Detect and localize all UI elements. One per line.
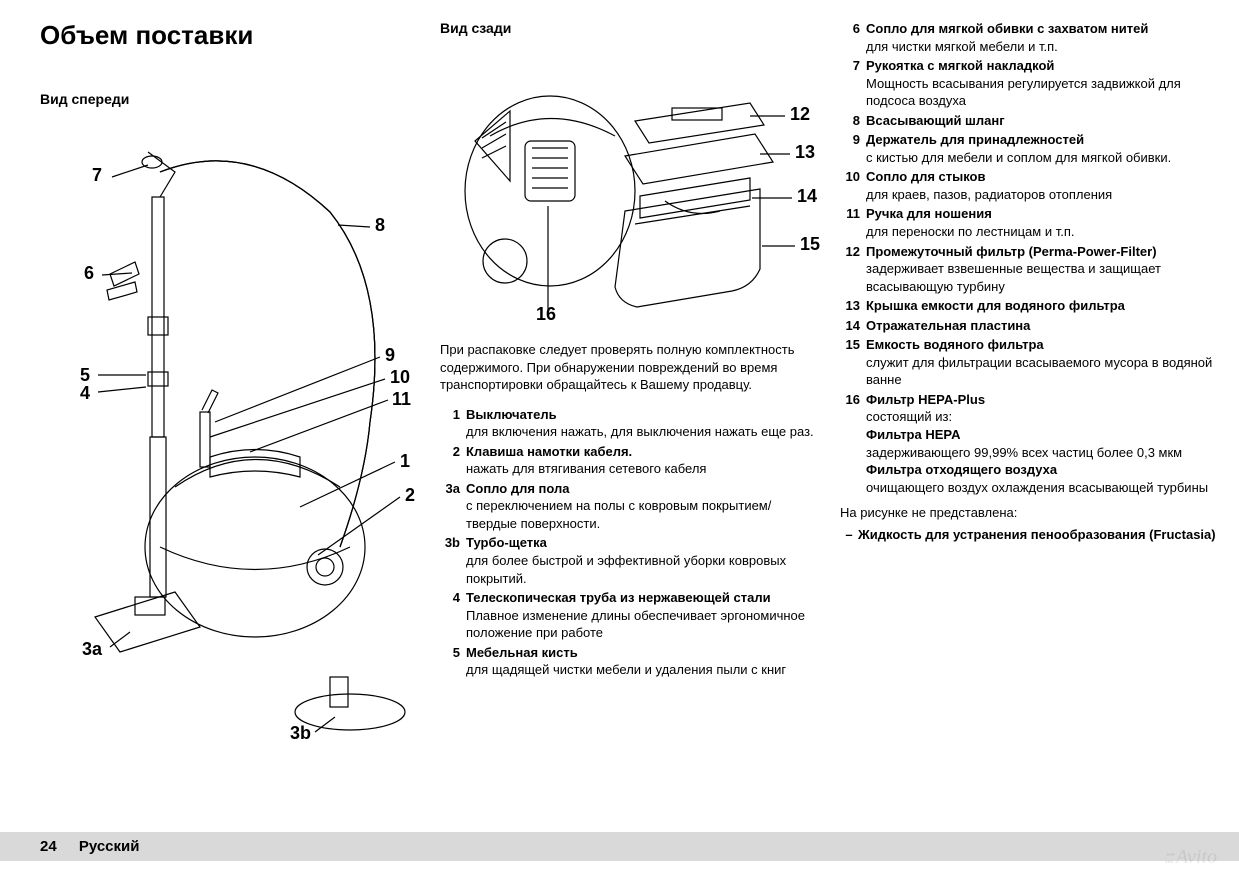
part-item-12: 12Промежуточный фильтр (Perma-Power-Filt… bbox=[840, 243, 1220, 296]
callout-11: 11 bbox=[392, 389, 411, 410]
callout-4: 4 bbox=[80, 383, 90, 404]
part-item-6: 6Сопло для мягкой обивки с захватом ните… bbox=[840, 20, 1220, 55]
callout-6: 6 bbox=[84, 263, 94, 284]
language-label: Русский bbox=[79, 838, 140, 855]
part-item-1: 1Выключательдля включения нажать, для вы… bbox=[440, 406, 820, 441]
front-diagram: 7 8 6 9 10 5 4 11 1 2 3a 3b bbox=[40, 117, 420, 737]
part-item-16: 16Фильтр HEPA-Plusсостоящий из:Фильтра H… bbox=[840, 391, 1220, 496]
not-shown-block: На рисунке не представлена: – Жидкость д… bbox=[840, 504, 1220, 543]
part-item-7: 7Рукоятка с мягкой накладкойМощность вса… bbox=[840, 57, 1220, 110]
callout-8: 8 bbox=[375, 215, 385, 236]
parts-list-col2: 1Выключательдля включения нажать, для вы… bbox=[440, 406, 820, 679]
parts-list-col3: 6Сопло для мягкой обивки с захватом ните… bbox=[840, 20, 1220, 496]
front-view-label: Вид спереди bbox=[40, 91, 420, 107]
callout-3a: 3a bbox=[82, 639, 102, 660]
part-item-5: 5Мебельная кистьдля щадящей чистки мебел… bbox=[440, 644, 820, 679]
part-item-8: 8Всасывающий шланг bbox=[840, 112, 1220, 130]
callout-13: 13 bbox=[795, 142, 815, 163]
page-footer: 24 Русский bbox=[0, 832, 1239, 861]
rear-diagram: 12 13 14 15 16 bbox=[440, 46, 820, 326]
part-item-13: 13Крышка емкости для водяного фильтра bbox=[840, 297, 1220, 315]
callout-3b: 3b bbox=[290, 723, 311, 744]
callout-2: 2 bbox=[405, 485, 415, 506]
callout-1: 1 bbox=[400, 451, 410, 472]
page-number: 24 bbox=[40, 838, 57, 855]
callout-9: 9 bbox=[385, 345, 395, 366]
callout-15: 15 bbox=[800, 234, 820, 255]
callout-7: 7 bbox=[92, 165, 102, 186]
intro-text: При распаковке следует проверять полную … bbox=[440, 341, 820, 394]
part-item-4: 4Телескопическая труба из нержавеющей ст… bbox=[440, 589, 820, 642]
callout-10: 10 bbox=[390, 367, 410, 388]
page-heading: Объем поставки bbox=[40, 20, 420, 51]
part-item-9: 9Держатель для принадлежностейс кистью д… bbox=[840, 131, 1220, 166]
part-item-2: 2Клавиша намотки кабеля.нажать для втяги… bbox=[440, 443, 820, 478]
callout-14: 14 bbox=[797, 186, 817, 207]
part-item-3b: 3bТурбо-щеткадля более быстрой и эффекти… bbox=[440, 534, 820, 587]
part-item-11: 11Ручка для ношениядля переноски по лест… bbox=[840, 205, 1220, 240]
part-item-3a: 3aСопло для полас переключением на полы … bbox=[440, 480, 820, 533]
rear-view-label: Вид сзади bbox=[440, 20, 820, 36]
callout-12: 12 bbox=[790, 104, 810, 125]
part-item-15: 15Емкость водяного фильтраслужит для фил… bbox=[840, 336, 1220, 389]
part-item-10: 10Сопло для стыковдля краев, пазов, ради… bbox=[840, 168, 1220, 203]
callout-16: 16 bbox=[536, 304, 556, 325]
part-item-14: 14Отражательная пластина bbox=[840, 317, 1220, 335]
